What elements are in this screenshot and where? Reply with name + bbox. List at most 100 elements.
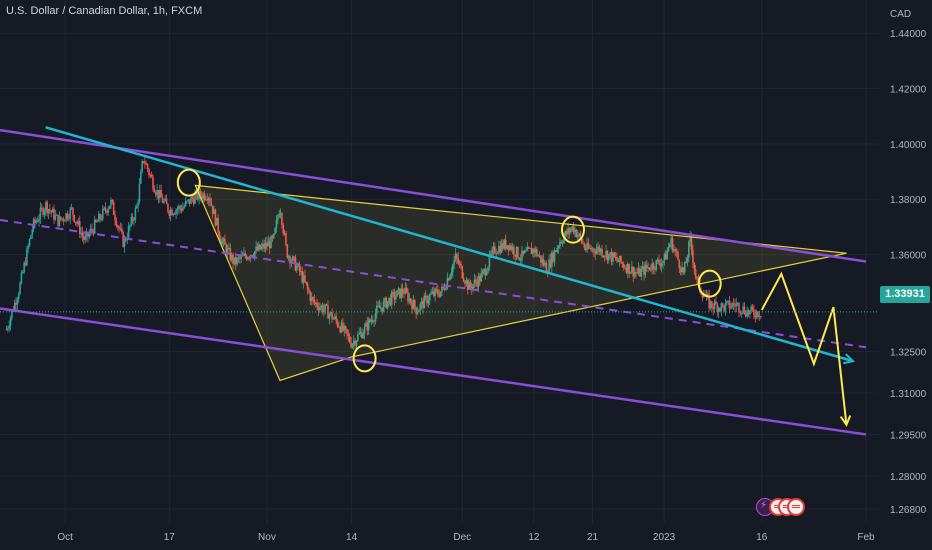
- candle-body: [78, 221, 81, 235]
- candle-body: [644, 264, 647, 275]
- candle-body: [717, 307, 720, 313]
- y-axis[interactable]: 1.44000 1.42000 1.40000 1.38000 1.36000 1.325…: [890, 29, 927, 516]
- candle-body: [73, 215, 76, 222]
- x-tick-label: 17: [164, 532, 176, 543]
- candle-body: [281, 213, 283, 225]
- x-axis[interactable]: Oct 17 Nov 14 Dec 12 21 2023 16 Feb: [57, 532, 875, 543]
- x-tick-label: 2023: [653, 532, 676, 543]
- candle-body: [297, 263, 299, 267]
- candle-body: [108, 205, 111, 209]
- candle-body: [671, 238, 674, 252]
- candle-body: [515, 246, 518, 257]
- candle-body: [462, 277, 465, 282]
- candle-body: [582, 242, 584, 244]
- candle-body: [724, 302, 727, 311]
- candle-body: [726, 301, 728, 303]
- candle-body: [652, 263, 655, 269]
- candle-body: [613, 252, 616, 257]
- candle-body: [350, 342, 352, 348]
- candle-body: [243, 253, 245, 256]
- candle-body: [754, 315, 757, 318]
- candle-body: [418, 310, 420, 313]
- candle-body: [675, 251, 678, 253]
- candle-body: [205, 199, 207, 201]
- candle-body: [555, 250, 557, 252]
- candle-body: [31, 229, 34, 236]
- candle-body: [682, 267, 685, 273]
- candle-body: [424, 295, 427, 297]
- candle-body: [744, 313, 747, 317]
- candle-body: [409, 298, 412, 303]
- candle-body: [508, 245, 511, 250]
- candle-body: [496, 252, 499, 254]
- candle-body: [165, 198, 168, 205]
- candle-body: [715, 301, 717, 305]
- candle-body: [199, 190, 202, 197]
- candle-body: [310, 297, 313, 302]
- mid-channel-line: [0, 219, 867, 349]
- candle-body: [144, 161, 146, 164]
- candle-body: [470, 286, 473, 290]
- candle-body: [567, 228, 569, 235]
- candle-body: [755, 311, 758, 318]
- y-tick-label: 1.28000: [890, 472, 927, 483]
- event-us-flag-icon[interactable]: [787, 498, 805, 516]
- candle-body: [621, 262, 624, 265]
- candle-body: [431, 291, 434, 294]
- candle-body: [660, 263, 663, 267]
- candle-body: [138, 183, 141, 202]
- candle-body: [401, 288, 404, 294]
- candle-body: [587, 242, 590, 248]
- candle-body: [753, 309, 755, 316]
- candle-body: [190, 197, 192, 205]
- candle-body: [480, 273, 483, 282]
- candle-body: [260, 246, 263, 250]
- candle-body: [367, 319, 370, 331]
- y-tick-label: 1.26800: [890, 505, 927, 516]
- candle-body: [357, 334, 359, 342]
- candle-body: [735, 303, 738, 307]
- candle-body: [658, 259, 660, 264]
- candle-body: [376, 305, 378, 314]
- candle-body: [445, 288, 447, 290]
- candle-body: [77, 221, 80, 224]
- candle-body: [492, 246, 495, 250]
- candle-body: [81, 232, 84, 237]
- candle-body: [451, 264, 454, 273]
- candle-body: [348, 336, 351, 343]
- candle-body: [659, 263, 662, 267]
- candle-body: [411, 302, 413, 310]
- candle-body: [487, 266, 489, 273]
- candle-body: [121, 228, 123, 232]
- candle-body: [38, 218, 40, 222]
- candle-body: [175, 209, 177, 214]
- candle-body: [513, 246, 515, 255]
- y-tick-label: 1.42000: [890, 85, 927, 96]
- candle-body: [403, 293, 405, 295]
- candle-body: [286, 244, 289, 258]
- candle-body: [572, 226, 575, 233]
- candle-body: [597, 246, 599, 250]
- candle-body: [488, 254, 491, 267]
- candle-body: [154, 192, 157, 195]
- candle-body: [449, 275, 451, 281]
- candle-body: [207, 197, 210, 201]
- candle-body: [662, 260, 664, 264]
- candle-body: [575, 229, 578, 237]
- candle-body: [609, 252, 611, 255]
- candle-body: [224, 238, 226, 245]
- candle-body: [667, 247, 670, 251]
- candle-body: [183, 205, 186, 208]
- candle-body: [433, 291, 435, 296]
- candle-body: [586, 242, 588, 250]
- candle-body: [51, 208, 54, 213]
- candle-body: [282, 224, 285, 234]
- candle-body: [719, 307, 721, 311]
- candle-body: [626, 263, 629, 273]
- candle-body: [491, 249, 493, 255]
- candle-body: [707, 293, 709, 296]
- candle-body: [713, 301, 716, 309]
- candle-body: [751, 306, 754, 310]
- candle-body: [674, 249, 677, 252]
